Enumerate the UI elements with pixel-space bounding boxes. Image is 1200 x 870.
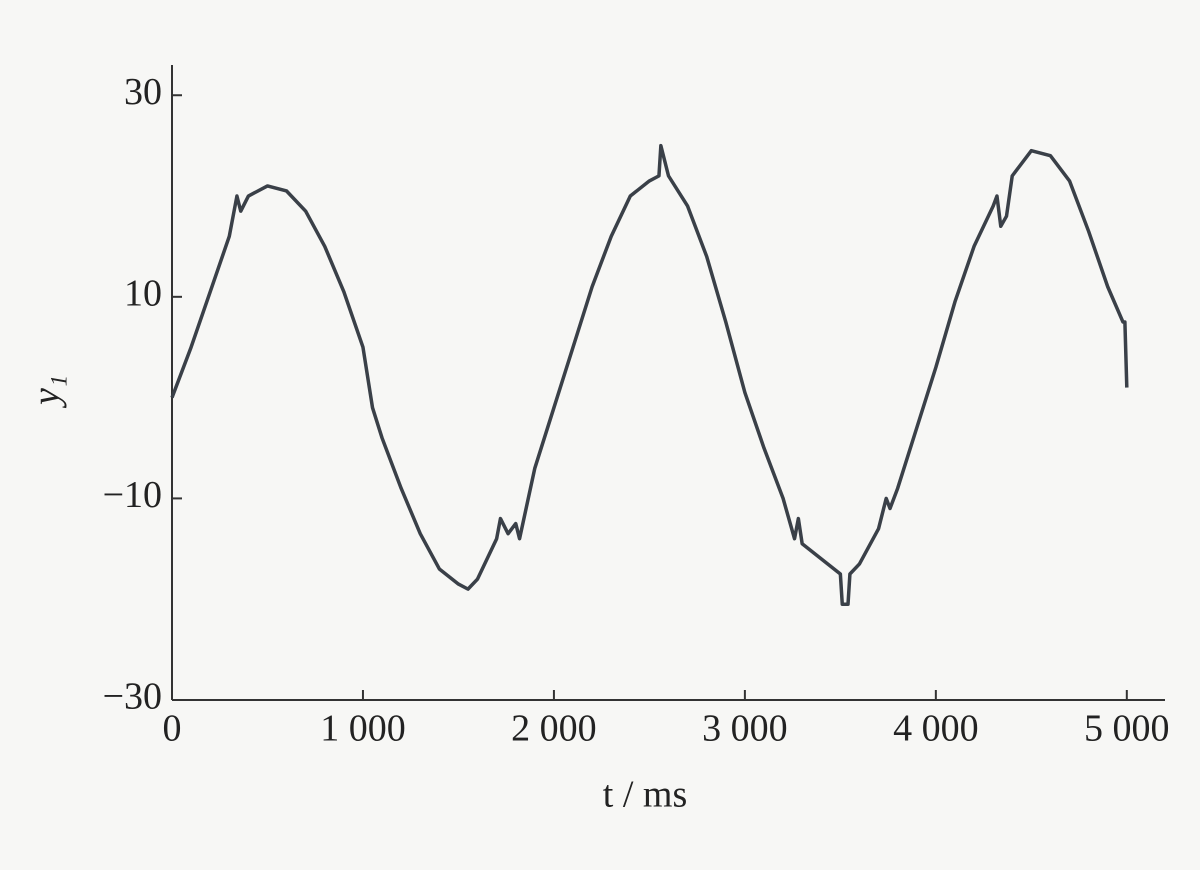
- x-tick-label: 3 000: [702, 708, 788, 750]
- x-tick-label: 1 000: [320, 708, 406, 750]
- data-line: [170, 143, 1129, 606]
- x-axis-label: t / ms: [603, 774, 687, 816]
- x-tick-label: 4 000: [893, 708, 979, 750]
- x-tick-label: 5 000: [1084, 708, 1170, 750]
- y-tick-label: −30: [103, 676, 162, 718]
- x-tick-label: 2 000: [511, 708, 597, 750]
- y-axis-label: y₁: [26, 375, 68, 409]
- y-tick-label: 30: [124, 71, 162, 113]
- y-tick-label: −10: [103, 474, 162, 516]
- y-tick-label: 10: [124, 273, 162, 315]
- x-tick-label: 0: [163, 708, 182, 750]
